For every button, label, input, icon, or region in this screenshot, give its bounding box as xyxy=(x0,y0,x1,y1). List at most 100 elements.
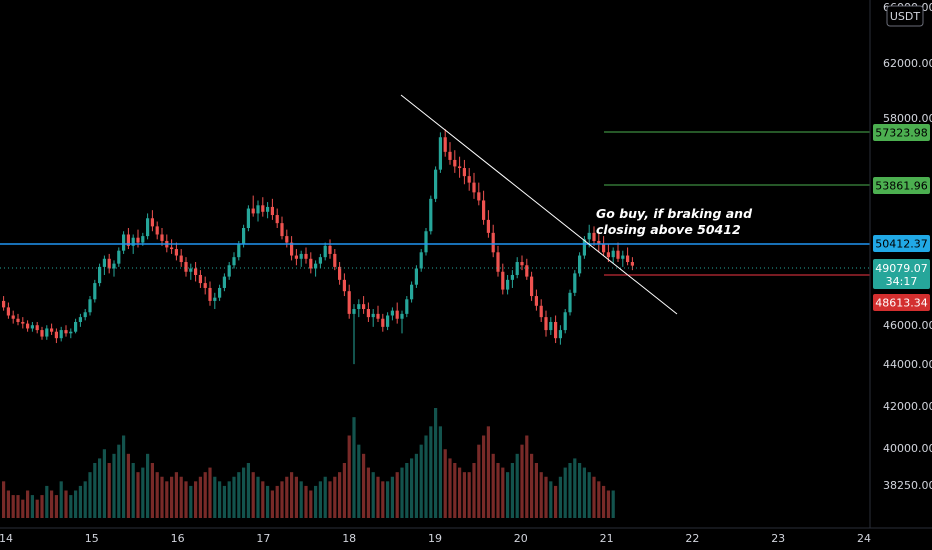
price-tag-stop: 48613.34 xyxy=(873,294,930,311)
volume-bar xyxy=(45,485,49,518)
candle-body xyxy=(582,239,586,256)
x-tick-label: 20 xyxy=(514,532,528,545)
price-tag-target-2-text: 57323.98 xyxy=(875,127,928,140)
volume-bar xyxy=(93,463,97,518)
candle-body xyxy=(453,159,457,167)
volume-bar xyxy=(309,490,313,518)
volume-bar xyxy=(448,458,452,518)
candle-body xyxy=(141,236,145,243)
candle-body xyxy=(510,274,514,280)
candle-body xyxy=(558,330,562,339)
candle-body xyxy=(251,208,255,214)
volume-bar xyxy=(237,472,241,518)
candle-body xyxy=(362,304,366,310)
y-tick-label: 40000.00 xyxy=(883,442,932,455)
volume-bar xyxy=(117,444,121,518)
candle-body xyxy=(203,283,207,288)
price-tag-target-1-text: 53861.96 xyxy=(875,180,928,193)
candle-body xyxy=(232,257,236,266)
volume-bar xyxy=(64,490,68,518)
candle-body xyxy=(462,168,466,177)
volume-bar xyxy=(107,463,111,518)
volume-bar xyxy=(419,444,423,518)
volume-bar xyxy=(506,472,510,518)
candle-body xyxy=(136,237,140,243)
volume-bar xyxy=(122,435,126,518)
volume-bar xyxy=(515,453,519,518)
volume-bar xyxy=(410,458,414,518)
candle-body xyxy=(328,245,332,254)
candle-body xyxy=(395,310,399,319)
volume-bar xyxy=(208,467,212,518)
candle-body xyxy=(342,279,346,292)
candle-body xyxy=(554,321,558,339)
volume-bar xyxy=(606,490,610,518)
candle-body xyxy=(578,255,582,274)
volume-bar xyxy=(174,472,178,518)
candle-body xyxy=(146,218,150,237)
time-axis[interactable]: 14 15 16 17 18 19 20 21 22 23 24 xyxy=(0,532,871,545)
candle-body xyxy=(357,304,361,310)
candle-body xyxy=(400,313,404,319)
annotation-line-1: Go buy, if braking and xyxy=(596,206,753,221)
candle-body xyxy=(496,252,500,272)
candle-body xyxy=(35,325,39,331)
x-tick-label: 18 xyxy=(342,532,356,545)
candle-body xyxy=(50,328,54,332)
volume-bar xyxy=(155,472,159,518)
volume-bar xyxy=(285,476,289,518)
candle-body xyxy=(222,276,226,288)
volume-bar xyxy=(582,467,586,518)
volume-bar xyxy=(438,426,442,518)
volume-bar xyxy=(146,453,150,518)
candle-body xyxy=(616,250,620,259)
volume-bar xyxy=(50,490,54,518)
candle-body xyxy=(405,299,409,314)
currency-badge[interactable]: USDT xyxy=(886,5,924,27)
volume-bar xyxy=(573,458,577,518)
candle-body xyxy=(294,255,298,259)
volume-bar xyxy=(2,481,6,518)
candle-body xyxy=(98,266,102,284)
volume-bar xyxy=(74,490,78,518)
volume-bar xyxy=(381,481,385,518)
candle-body xyxy=(366,309,370,318)
volume-bar xyxy=(184,481,188,518)
volume-bar xyxy=(362,453,366,518)
candle-body xyxy=(573,273,577,293)
volume-bar xyxy=(30,495,34,518)
candle-body xyxy=(237,244,241,258)
volume-bar xyxy=(16,495,20,518)
volume-bar xyxy=(491,453,495,518)
volume-bar xyxy=(160,476,164,518)
volume-bar xyxy=(472,463,476,518)
volume-bar xyxy=(165,481,169,518)
candle-body xyxy=(472,182,476,193)
volume-bar xyxy=(592,476,596,518)
volume-bar xyxy=(462,472,466,518)
volume-bar xyxy=(386,481,390,518)
candle-body xyxy=(314,263,318,269)
candle-body xyxy=(88,299,92,313)
volume-bar xyxy=(554,485,558,518)
volume-bar xyxy=(112,453,116,518)
price-tag-target-1: 53861.96 xyxy=(873,177,930,194)
volume-bar xyxy=(578,463,582,518)
candle-body xyxy=(606,252,610,258)
volume-bar xyxy=(366,467,370,518)
candle-body xyxy=(434,169,438,199)
candle-body xyxy=(256,205,260,214)
trend-line[interactable] xyxy=(400,94,678,315)
x-tick-label: 14 xyxy=(0,532,13,545)
candle-body xyxy=(568,292,572,313)
candle-body xyxy=(376,313,380,319)
price-tag-stop-text: 48613.34 xyxy=(875,297,928,310)
candle-body xyxy=(448,151,452,160)
volume-bar xyxy=(376,476,380,518)
candle-body xyxy=(285,236,289,243)
y-tick-label: 62000.00 xyxy=(883,57,932,70)
volume-bar xyxy=(21,499,25,518)
volume-bar xyxy=(270,490,274,518)
volume-bar xyxy=(458,467,462,518)
